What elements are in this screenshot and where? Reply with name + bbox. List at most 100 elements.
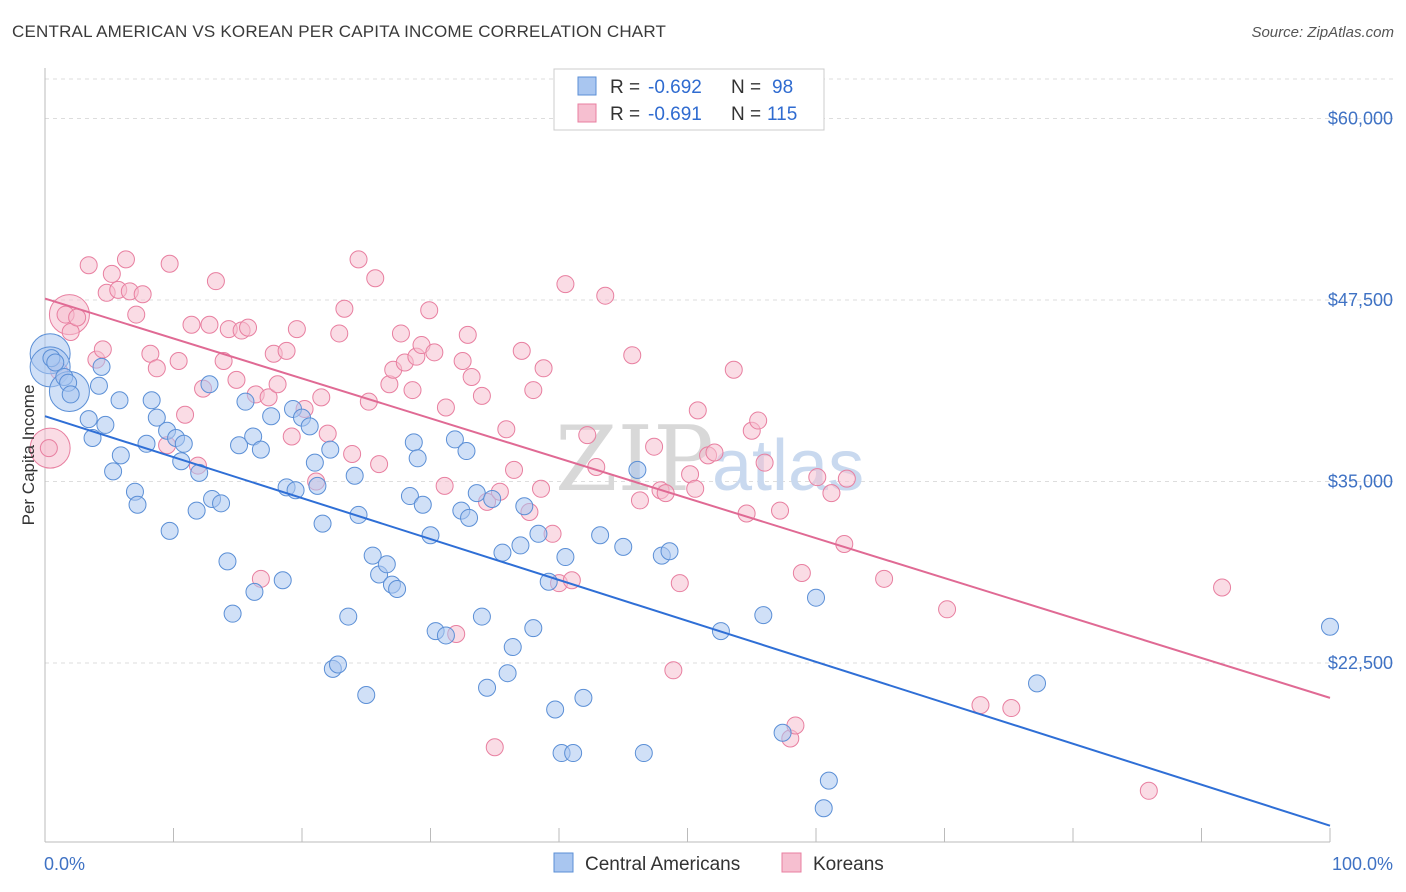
korean-trendline — [44, 297, 1331, 699]
korean-point-69 — [497, 420, 516, 439]
korean-point-16 — [147, 359, 166, 378]
series-label-central-americans: Central Americans — [585, 854, 740, 875]
central-american-point-63 — [436, 626, 455, 645]
central-american-point-86 — [614, 537, 633, 556]
central-american-point-17 — [147, 408, 166, 427]
korean-point-19 — [169, 352, 188, 371]
korean-point-73 — [524, 381, 543, 400]
series-label-koreans: Koreans — [813, 854, 884, 875]
central-american-point-41 — [300, 417, 319, 436]
korean-points — [29, 250, 1232, 800]
central-american-point-68 — [467, 484, 486, 503]
central-american-point-44 — [313, 514, 332, 533]
korean-point-42 — [318, 424, 337, 443]
korean-point-38 — [287, 320, 306, 339]
central-american-point-64 — [445, 430, 464, 449]
central-american-points — [29, 333, 1339, 818]
central-american-point-30 — [230, 436, 249, 455]
central-american-point-6 — [92, 357, 111, 376]
korean-point-21 — [182, 315, 201, 334]
korean-point-43 — [330, 324, 349, 343]
korean-point-7 — [93, 340, 112, 359]
korean-point-113 — [1213, 578, 1232, 597]
central-american-point-51 — [357, 685, 376, 704]
central-american-point-83 — [564, 744, 583, 763]
y-tick-label-3: $60,000 — [1328, 109, 1393, 129]
korean-point-52 — [391, 324, 410, 343]
gridlines — [45, 78, 1393, 664]
korean-point-9 — [102, 264, 121, 283]
central-american-point-70 — [478, 678, 497, 697]
series-swatch-koreans — [781, 852, 802, 873]
korean-point-98 — [749, 411, 768, 430]
korean-point-36 — [277, 341, 296, 360]
central-american-point-76 — [515, 497, 534, 516]
central-american-point-56 — [388, 579, 407, 598]
korean-point-37 — [282, 427, 301, 446]
central-american-point-33 — [251, 440, 270, 459]
korean-point-103 — [792, 564, 811, 583]
korean-point-59 — [435, 476, 454, 495]
central-american-point-81 — [556, 548, 575, 567]
central-american-point-24 — [187, 501, 206, 520]
korean-point-49 — [370, 455, 389, 474]
x-tick-labels: 0.0% 100.0% — [44, 854, 1393, 874]
legend-swatch-pink — [577, 103, 597, 123]
korean-point-112 — [1139, 781, 1158, 800]
central-american-point-42 — [305, 453, 324, 472]
legend-r-label-2: R = — [610, 104, 640, 125]
source-label: Source: ZipAtlas.com — [1251, 24, 1394, 41]
y-tick-label-2: $47,500 — [1328, 290, 1393, 310]
legend-n-label-2: N = — [731, 104, 761, 125]
central-american-point-21 — [174, 434, 193, 453]
korean-point-80 — [578, 426, 597, 445]
central-american-point-31 — [236, 392, 255, 411]
korean-point-0 — [39, 439, 58, 458]
central-american-point-75 — [511, 536, 530, 555]
central-american-point-96 — [819, 771, 838, 790]
legend-swatch-blue — [577, 76, 597, 96]
korean-point-11 — [116, 250, 135, 269]
central-american-point-87 — [628, 460, 647, 479]
korean-point-63 — [458, 325, 477, 344]
korean-point-57 — [420, 301, 439, 320]
central-american-point-52 — [363, 546, 382, 565]
central-american-point-54 — [377, 555, 396, 574]
correlation-legend: R = -0.692 N = 98 R = -0.691 N = 115 — [553, 68, 825, 131]
central-american-point-77 — [524, 619, 543, 638]
central-american-point-43 — [308, 476, 327, 495]
legend-n-value-2: 115 — [767, 104, 797, 125]
korean-point-41 — [312, 388, 331, 407]
central-american-point-71 — [483, 489, 502, 508]
korean-point-108 — [875, 569, 894, 588]
series-legend: Central Americans Koreans — [553, 852, 884, 875]
korean-point-110 — [971, 696, 990, 715]
y-tick-label-0: $22,500 — [1328, 653, 1393, 673]
central-american-point-85 — [591, 526, 610, 545]
korean-point-89 — [670, 574, 689, 593]
central-american-point-66 — [457, 442, 476, 461]
central-american-point-88 — [634, 744, 653, 763]
korean-point-58 — [425, 343, 444, 362]
central-american-point-36 — [273, 571, 292, 590]
korean-point-65 — [472, 386, 491, 405]
central-american-trendline — [44, 415, 1331, 827]
korean-point-60 — [436, 398, 455, 417]
central-american-point-97 — [1028, 674, 1047, 693]
central-american-point-14 — [128, 495, 147, 514]
central-american-point-92 — [754, 606, 773, 625]
korean-point-100 — [771, 501, 790, 520]
series-swatch-central-americans — [553, 852, 574, 873]
central-american-point-9 — [96, 415, 115, 434]
korean-point-25 — [206, 272, 225, 291]
korean-point-104 — [808, 468, 827, 487]
korean-point-54 — [403, 381, 422, 400]
central-american-point-28 — [218, 552, 237, 571]
korean-point-85 — [645, 437, 664, 456]
korean-point-91 — [686, 479, 705, 498]
legend-r-value-1: -0.692 — [648, 77, 702, 98]
korean-point-64 — [462, 368, 481, 386]
korean-point-95 — [724, 360, 743, 379]
korean-point-92 — [688, 401, 707, 420]
